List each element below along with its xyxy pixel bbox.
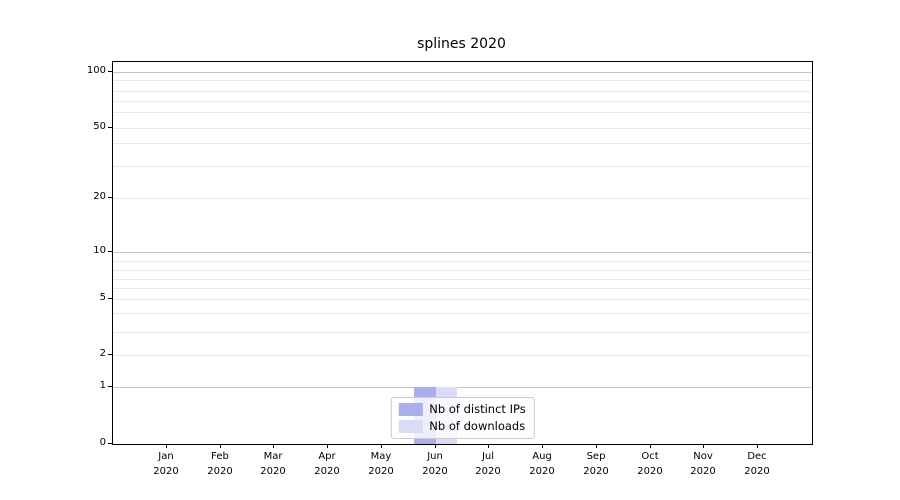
y-tick-label-5: 5	[99, 292, 106, 303]
y-tick-mark-50	[108, 127, 112, 128]
x-tick-label-jul: Jul 2020	[475, 451, 501, 477]
legend-label: Nb of downloads	[429, 419, 526, 433]
x-tick-mark-jun	[435, 444, 436, 448]
x-tick-mark-sep	[596, 444, 597, 448]
gridline-y-10	[113, 252, 812, 253]
x-tick-label-oct: Oct 2020	[637, 451, 663, 477]
legend-item: Nb of downloads	[398, 419, 525, 433]
gridline-y-70	[113, 101, 812, 102]
y-tick-mark-2	[108, 354, 112, 355]
x-tick-label-jan: Jan 2020	[153, 451, 179, 477]
x-tick-label-aug: Aug 2020	[529, 451, 555, 477]
x-tick-mark-mar	[273, 444, 274, 448]
y-tick-label-50: 50	[93, 121, 106, 132]
gridline-y-50	[113, 128, 812, 129]
gridline-y-100	[113, 72, 812, 73]
x-tick-label-jun: Jun 2020	[422, 451, 448, 477]
x-tick-mark-may	[381, 444, 382, 448]
gridline-y-5	[113, 299, 812, 300]
x-tick-mark-oct	[650, 444, 651, 448]
x-tick-label-may: May 2020	[368, 451, 394, 477]
y-tick-label-2: 2	[99, 348, 106, 359]
plot-area: Nb of distinct IPs Nb of downloads	[112, 61, 813, 445]
chart-title: splines 2020	[417, 36, 506, 52]
y-tick-label-100: 100	[86, 65, 106, 76]
gridline-y-80	[113, 91, 812, 92]
y-tick-mark-0	[108, 443, 112, 444]
y-tick-label-10: 10	[93, 245, 106, 256]
y-tick-mark-100	[108, 71, 112, 72]
gridline-y-8	[113, 270, 812, 271]
legend-item: Nb of distinct IPs	[398, 402, 526, 416]
y-tick-mark-5	[108, 298, 112, 299]
y-tick-mark-10	[108, 251, 112, 252]
y-tick-label-20: 20	[93, 191, 106, 202]
x-tick-label-apr: Apr 2020	[314, 451, 340, 477]
x-tick-mark-feb	[220, 444, 221, 448]
y-tick-mark-20	[108, 197, 112, 198]
legend-swatch-icon	[398, 419, 423, 433]
x-tick-label-mar: Mar 2020	[260, 451, 286, 477]
gridline-y-40	[113, 143, 812, 144]
legend-swatch-icon	[398, 402, 423, 416]
x-tick-label-feb: Feb 2020	[207, 451, 233, 477]
gridline-y-6	[113, 288, 812, 289]
x-tick-mark-aug	[542, 444, 543, 448]
gridline-y-9	[113, 261, 812, 262]
x-tick-mark-apr	[327, 444, 328, 448]
legend: Nb of distinct IPs Nb of downloads	[390, 397, 535, 439]
gridline-y-4	[113, 313, 812, 314]
gridline-y-1	[113, 387, 812, 388]
legend-label: Nb of distinct IPs	[429, 402, 526, 416]
gridline-y-30	[113, 166, 812, 167]
y-tick-label-0: 0	[99, 437, 106, 448]
gridline-y-20	[113, 198, 812, 199]
gridline-y-7	[113, 279, 812, 280]
x-tick-mark-nov	[703, 444, 704, 448]
x-tick-label-dec: Dec 2020	[744, 451, 770, 477]
y-tick-label-1: 1	[99, 380, 106, 391]
gridline-y-2	[113, 355, 812, 356]
x-tick-mark-jan	[166, 444, 167, 448]
x-tick-label-sep: Sep 2020	[583, 451, 609, 477]
x-tick-mark-dec	[757, 444, 758, 448]
x-tick-mark-jul	[488, 444, 489, 448]
gridline-y-3	[113, 332, 812, 333]
gridline-y-90	[113, 80, 812, 81]
y-tick-mark-1	[108, 386, 112, 387]
x-tick-label-nov: Nov 2020	[690, 451, 716, 477]
gridline-y-60	[113, 112, 812, 113]
